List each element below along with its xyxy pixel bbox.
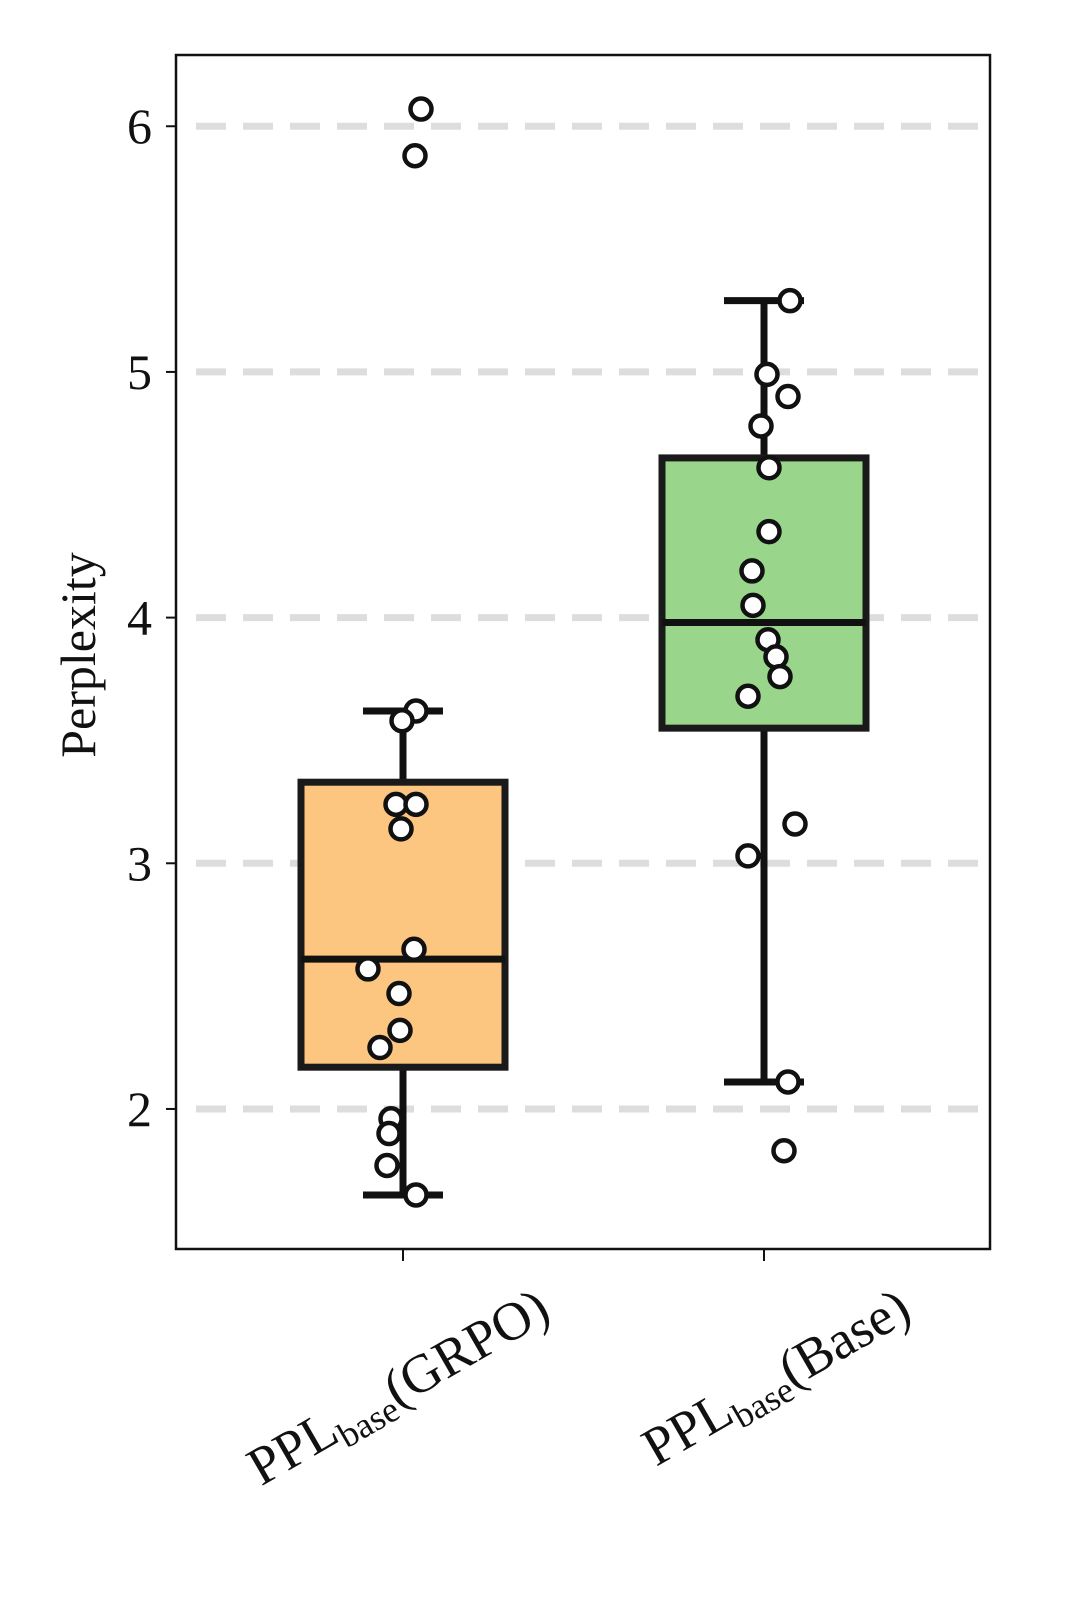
label-rest: (GRPO) <box>373 1276 559 1418</box>
data-point <box>355 956 381 982</box>
data-point <box>408 96 434 122</box>
data-point <box>775 383 801 410</box>
data-point <box>775 1069 801 1095</box>
y-tick-label: 2 <box>127 1081 152 1137</box>
data-point <box>735 843 761 869</box>
y-tick-label: 5 <box>127 344 152 400</box>
data-point <box>756 454 782 481</box>
label-main: PPL <box>632 1379 743 1477</box>
data-point <box>388 816 414 842</box>
box <box>658 454 870 732</box>
x-tick-label: PPLbase(Base) <box>632 1276 923 1482</box>
data-point <box>782 811 808 837</box>
x-tick-label: PPLbase(GRPO) <box>237 1276 562 1502</box>
data-point <box>386 980 412 1007</box>
data-point <box>748 413 774 439</box>
data-point <box>376 1120 402 1147</box>
plot-frame <box>174 53 992 1251</box>
label-rest: (Base) <box>768 1276 920 1398</box>
data-point <box>403 791 429 818</box>
label-main: PPL <box>237 1398 348 1496</box>
y-tick-label: 6 <box>127 98 152 154</box>
data-point <box>763 644 789 670</box>
data-point <box>403 1182 429 1208</box>
y-tick-label: 3 <box>127 835 152 891</box>
data-point <box>402 142 428 169</box>
data-point <box>389 708 415 734</box>
data-point <box>740 592 766 619</box>
y-axis-label: Perplexity <box>50 552 106 758</box>
data-point <box>735 683 761 709</box>
y-tick-label: 4 <box>127 590 152 646</box>
data-point <box>756 518 782 545</box>
data-point <box>754 361 780 388</box>
data-point <box>739 558 765 584</box>
data-point <box>777 287 803 314</box>
data-point <box>771 1137 797 1164</box>
data-point <box>367 1034 393 1061</box>
data-point <box>387 1017 413 1044</box>
data-point <box>401 936 427 963</box>
data-point <box>374 1152 400 1179</box>
data-point <box>767 663 793 690</box>
